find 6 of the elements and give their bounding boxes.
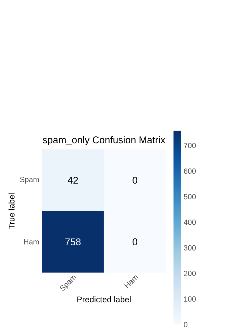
data-label: 0 (132, 177, 138, 184)
data-label: 42 (68, 177, 78, 184)
x-axis-title: Predicted label (78, 296, 131, 303)
data-label: 0 (132, 238, 138, 246)
chart-title: spam_only Confusion Matrix (43, 136, 166, 146)
y-axis-title: True label (8, 194, 15, 230)
